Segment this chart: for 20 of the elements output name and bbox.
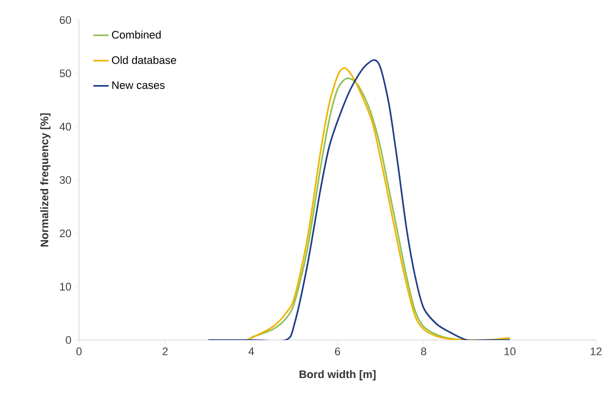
x-tick-label: 6 <box>335 348 340 356</box>
x-tick-label: 10 <box>504 348 516 356</box>
x-tick-label: 8 <box>421 348 426 356</box>
y-tick-label: 20 <box>60 229 72 238</box>
y-tick-label: 30 <box>60 176 72 184</box>
y-axis-title: Normalized frequency [%] <box>40 113 50 247</box>
x-tick-label: 12 <box>590 348 602 356</box>
y-tick-label: 10 <box>60 282 72 291</box>
y-tick-label: 40 <box>60 122 72 131</box>
legend-label: Combined <box>112 30 161 39</box>
legend-label: New cases <box>112 81 165 89</box>
x-tick-label: 4 <box>248 348 254 356</box>
y-tick-label: 60 <box>60 16 72 24</box>
x-tick-label: 0 <box>76 348 82 356</box>
legend-label: Old database <box>112 56 176 64</box>
x-tick-label: 2 <box>162 348 168 356</box>
y-tick-label: 50 <box>60 69 72 78</box>
line-series <box>207 59 511 340</box>
x-axis-title: Bord width [m] <box>300 370 376 380</box>
y-tick-label: 0 <box>66 336 72 344</box>
